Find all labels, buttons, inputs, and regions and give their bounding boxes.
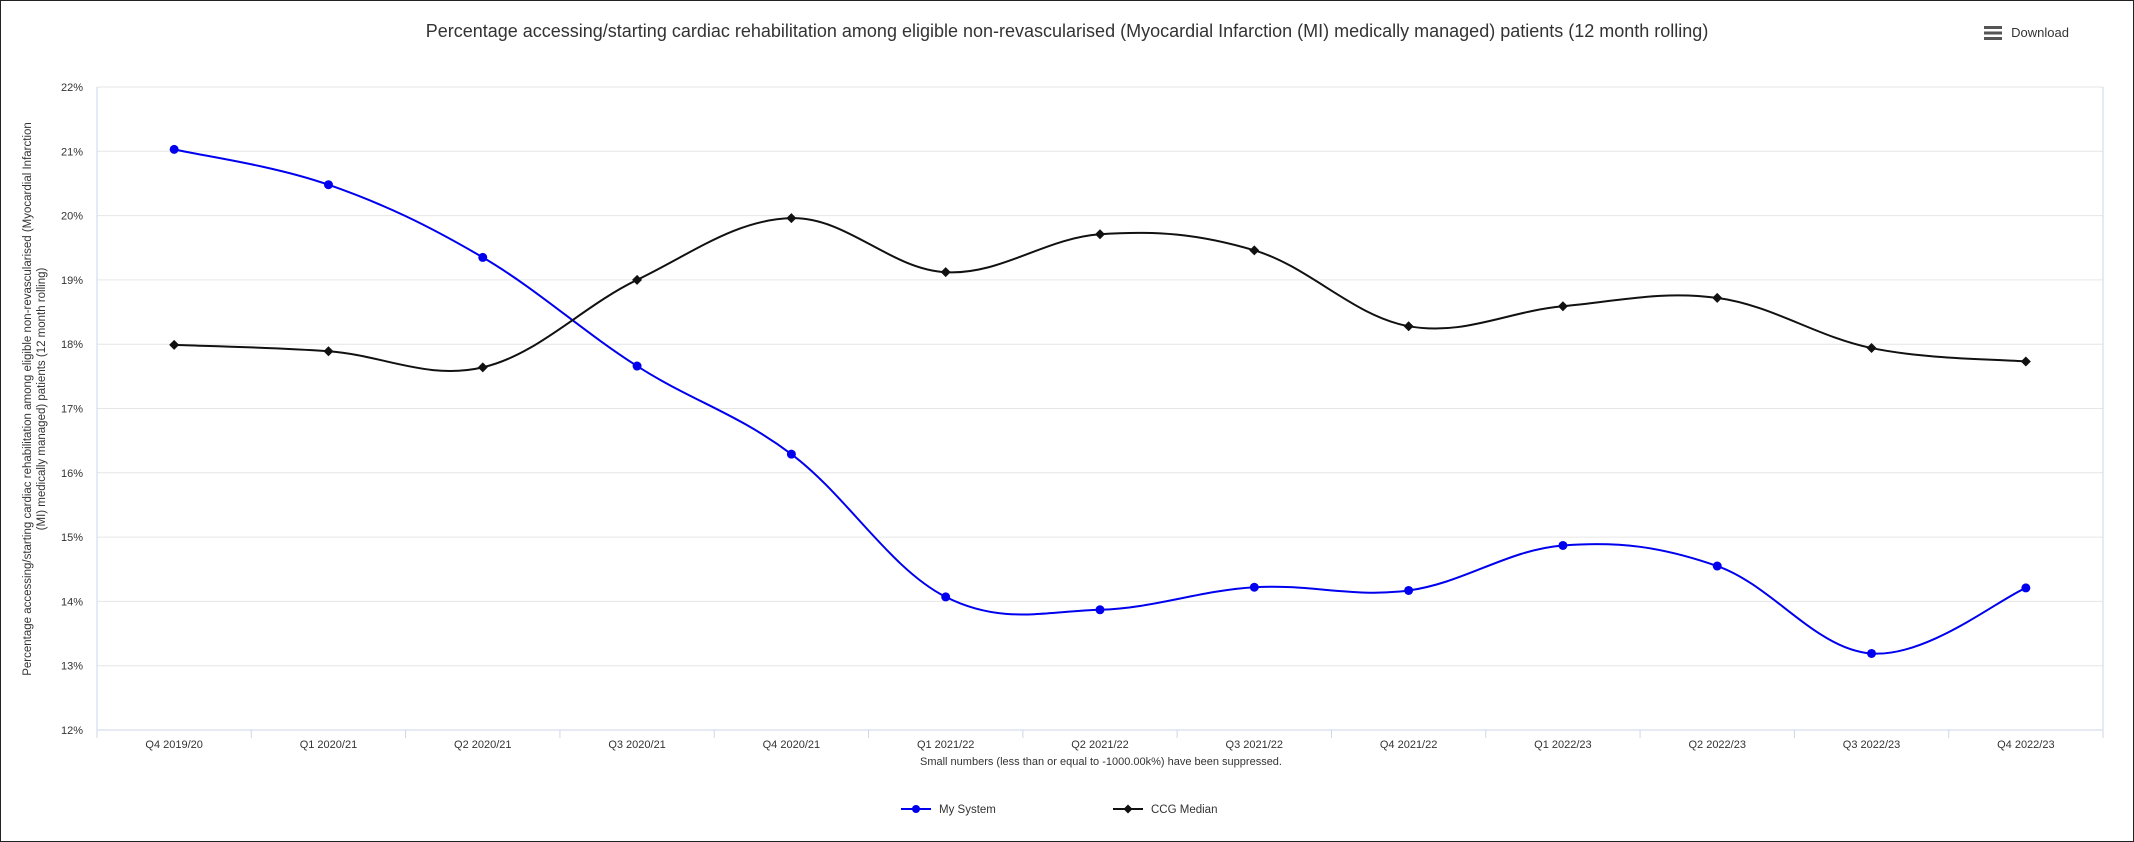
data-point[interactable] <box>1867 648 1877 658</box>
y-tick-label: 15% <box>61 532 83 544</box>
data-point[interactable] <box>1558 540 1568 550</box>
data-point[interactable] <box>1249 245 1260 256</box>
data-point[interactable] <box>1712 292 1723 303</box>
y-axis-label-line-2: (MI) medically managed) patients (12 mon… <box>36 267 48 530</box>
legend-marker <box>912 805 920 813</box>
download-button[interactable]: Download <box>1984 25 2069 40</box>
y-tick-label: 12% <box>61 725 83 737</box>
legend-label: My System <box>939 804 996 816</box>
x-axis-ticks: Q4 2019/20 Q1 2020/21 Q2 2020/21 Q3 2020/21… <box>96 730 2104 751</box>
download-label: Download <box>2011 25 2069 40</box>
y-tick-label: 16% <box>61 468 83 480</box>
legend-item-ccg-median[interactable]: CCG Median <box>1113 804 1217 816</box>
y-axis-label: Percentage accessing/starting cardiac re… <box>22 122 48 676</box>
series <box>169 144 2031 658</box>
data-point[interactable] <box>941 592 951 602</box>
data-point[interactable] <box>2020 356 2031 367</box>
x-tick-label: Q4 2019/20 <box>145 739 203 751</box>
legend: My System CCG Median <box>901 804 1217 816</box>
data-point[interactable] <box>632 361 642 371</box>
chart-title: Percentage accessing/starting cardiac re… <box>426 21 1709 41</box>
data-point[interactable] <box>477 362 488 373</box>
y-tick-label: 13% <box>61 661 83 673</box>
data-point[interactable] <box>169 339 180 350</box>
x-tick-label: Q3 2021/22 <box>1226 739 1284 751</box>
y-tick-label: 22% <box>61 82 83 94</box>
x-tick-label: Q4 2021/22 <box>1380 739 1438 751</box>
x-tick-label: Q1 2021/22 <box>917 739 975 751</box>
data-point[interactable] <box>1249 582 1259 592</box>
x-tick-label: Q1 2020/21 <box>300 739 358 751</box>
x-tick-label: Q2 2020/21 <box>454 739 512 751</box>
data-point[interactable] <box>2021 583 2031 593</box>
series-line <box>174 217 2026 372</box>
series-ccg-median <box>169 213 2031 373</box>
data-point[interactable] <box>478 252 488 262</box>
data-point[interactable] <box>323 346 334 357</box>
y-tick-label: 20% <box>61 211 83 223</box>
y-tick-label: 18% <box>61 339 83 351</box>
y-axis-ticks: 12% 13% 14% 15% 16% 17% 18% 19% 20% 21% 22% <box>61 82 83 737</box>
x-tick-label: Q4 2020/21 <box>763 739 821 751</box>
x-tick-label: Q1 2022/23 <box>1534 739 1592 751</box>
data-point[interactable] <box>1095 605 1105 615</box>
data-point[interactable] <box>1866 343 1877 354</box>
data-point[interactable] <box>786 449 796 459</box>
y-tick-label: 17% <box>61 404 83 416</box>
data-point[interactable] <box>169 144 179 154</box>
legend-item-my-system[interactable]: My System <box>901 804 996 816</box>
menu-icon <box>1984 25 2003 40</box>
data-point[interactable] <box>1404 585 1414 595</box>
series-my-system <box>169 144 2031 658</box>
data-point[interactable] <box>632 274 643 285</box>
data-point[interactable] <box>1403 321 1414 332</box>
y-tick-label: 19% <box>61 275 83 287</box>
y-tick-label: 14% <box>61 596 83 608</box>
legend-marker <box>1123 804 1133 814</box>
x-tick-label: Q2 2022/23 <box>1688 739 1746 751</box>
series-line <box>173 148 2027 655</box>
legend-label: CCG Median <box>1151 804 1217 816</box>
x-tick-label: Q3 2022/23 <box>1843 739 1901 751</box>
data-point[interactable] <box>323 180 333 190</box>
data-point[interactable] <box>786 213 797 224</box>
x-tick-label: Q2 2021/22 <box>1071 739 1129 751</box>
footnote: Small numbers (less than or equal to -10… <box>920 756 1282 768</box>
data-point[interactable] <box>940 267 951 278</box>
grid <box>96 86 2104 731</box>
x-tick-label: Q3 2020/21 <box>608 739 666 751</box>
data-point[interactable] <box>1557 301 1568 312</box>
data-point[interactable] <box>1712 561 1722 571</box>
data-point[interactable] <box>1095 229 1105 240</box>
y-tick-label: 21% <box>61 146 83 158</box>
y-axis-label-line-1: Percentage accessing/starting cardiac re… <box>22 122 34 676</box>
x-tick-label: Q4 2022/23 <box>1997 739 2055 751</box>
